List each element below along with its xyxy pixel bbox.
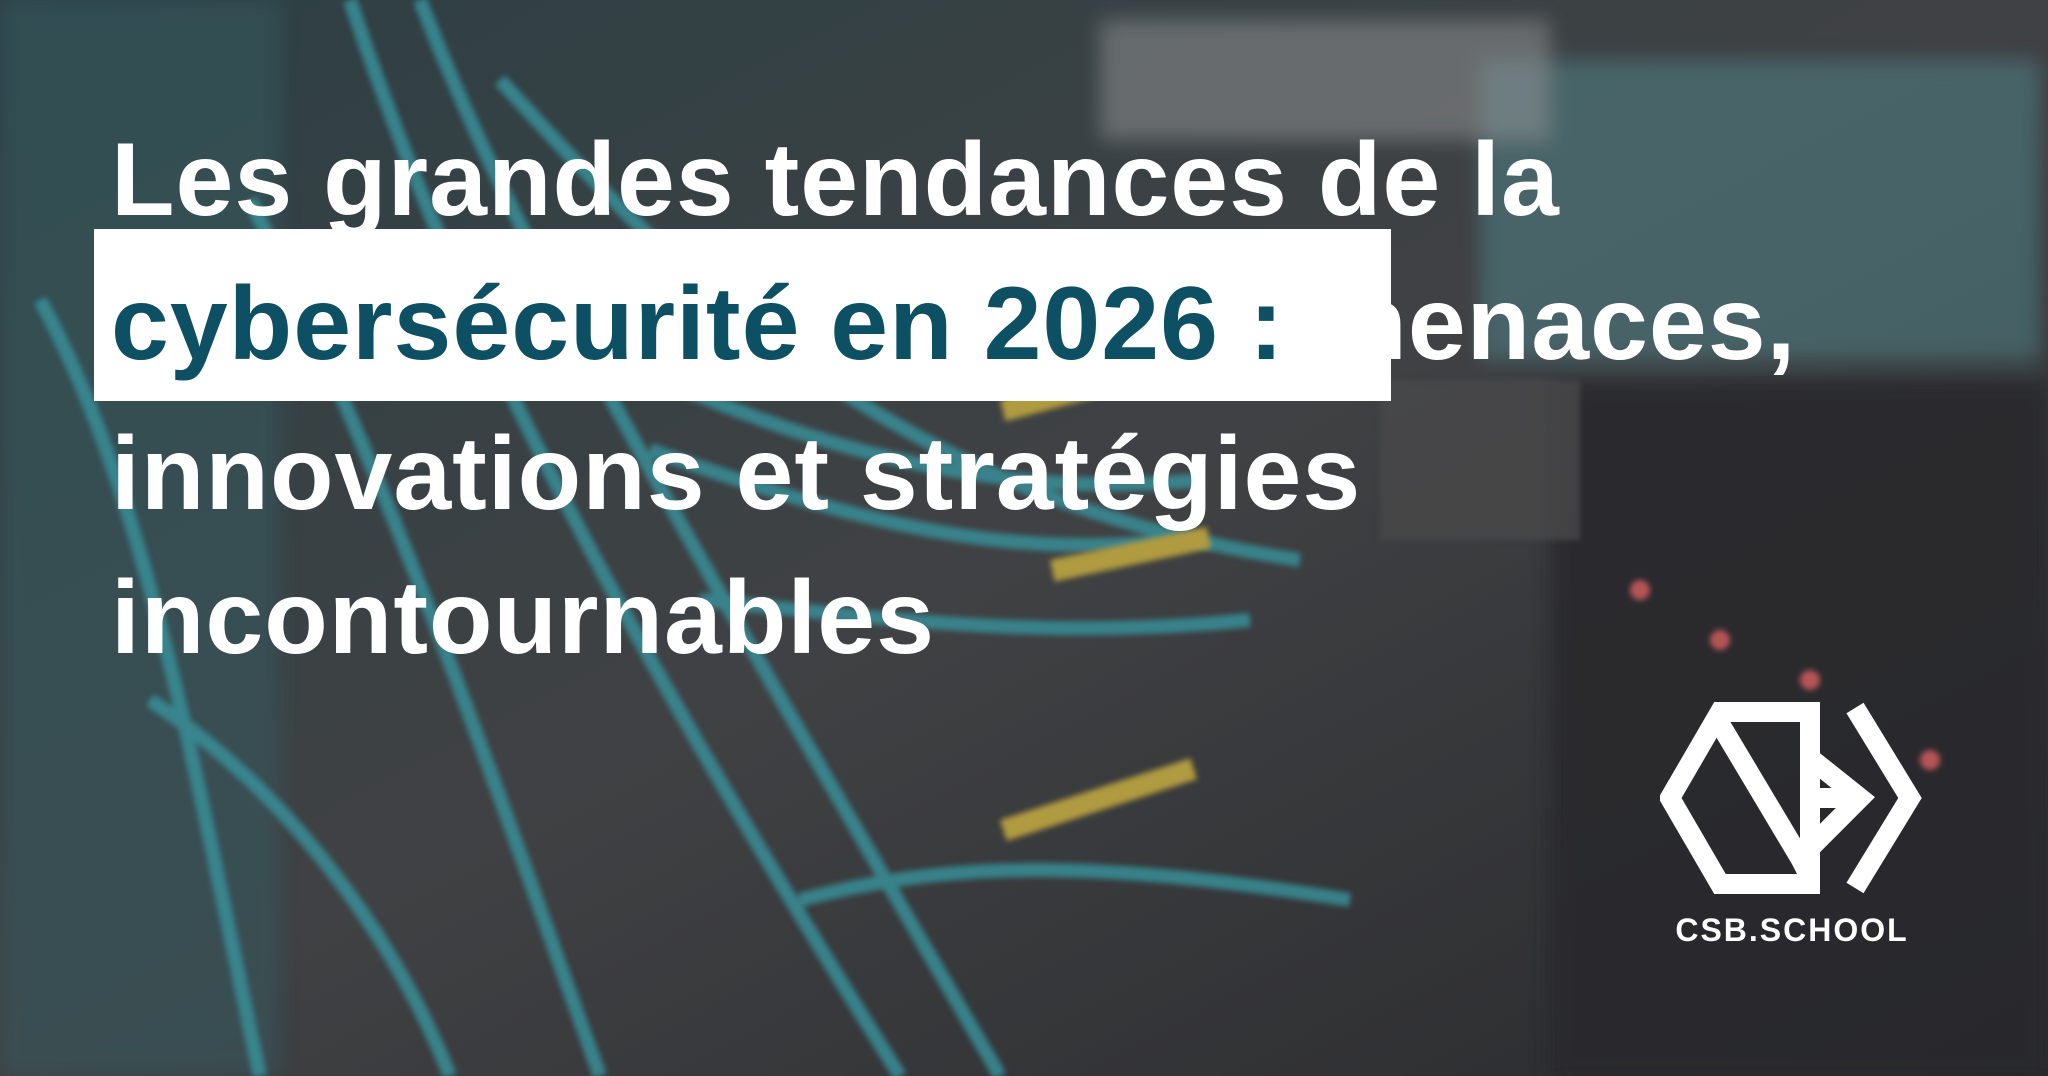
title-line-1: Les grandes tendances de la (111, 122, 1560, 238)
title-highlight-box (94, 229, 1391, 401)
title-line-2-rest: menaces, (1284, 266, 1797, 382)
brand-name: CSB.SCHOOL (1675, 912, 1909, 948)
title-highlight-text: cybersécurité en 2026 : (111, 266, 1285, 382)
title-line-4: incontournables (111, 560, 935, 676)
title-line-2: cybersécurité en 2026 : menaces, (111, 272, 1796, 376)
title-line-3: innovations et stratégies (111, 416, 1362, 532)
csb-hexagon-logo-icon (1660, 702, 1922, 894)
